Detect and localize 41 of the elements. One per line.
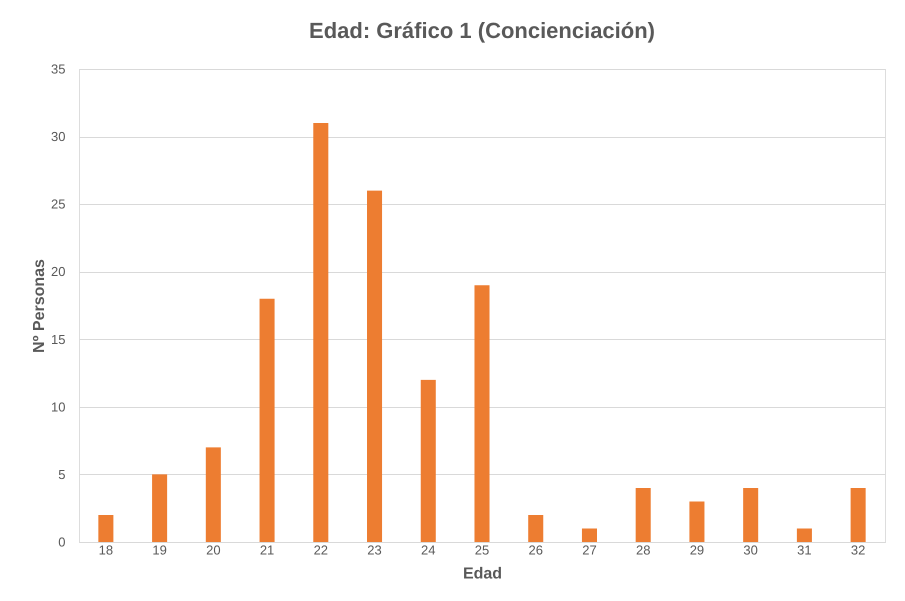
bar <box>474 285 490 542</box>
bar <box>206 447 221 542</box>
bar <box>689 501 704 542</box>
y-tick-label: 15 <box>51 332 66 347</box>
bar <box>260 298 275 542</box>
x-axis-title: Edad <box>462 566 502 582</box>
bar <box>796 528 812 542</box>
y-tick-label: 25 <box>51 196 66 212</box>
bar <box>420 380 436 542</box>
bar <box>313 123 328 542</box>
bar <box>850 488 866 542</box>
bar <box>582 528 597 542</box>
x-tick-label: 24 <box>421 542 436 558</box>
x-tick-label: 27 <box>582 542 597 558</box>
x-tick-label: 22 <box>314 542 328 558</box>
y-tick-label: 30 <box>51 129 66 144</box>
x-tick-label: 26 <box>528 542 543 558</box>
bar <box>152 474 168 542</box>
x-tick-label: 31 <box>797 542 812 558</box>
bar <box>636 488 651 542</box>
x-tick-label: 18 <box>98 542 114 558</box>
bar <box>528 514 544 542</box>
y-axis-title: Nº Personas <box>31 258 48 353</box>
x-tick-label: 32 <box>850 542 866 558</box>
x-tick-label: 29 <box>690 542 704 558</box>
x-tick-label: 21 <box>260 542 274 558</box>
x-tick-label: 19 <box>152 542 167 558</box>
y-tick-label: 5 <box>58 466 66 482</box>
bar <box>98 514 114 542</box>
x-tick-label: 28 <box>636 542 650 558</box>
x-tick-label: 30 <box>743 542 758 558</box>
x-tick-label: 25 <box>474 542 490 558</box>
y-tick-label: 35 <box>51 62 66 76</box>
y-tick-label: 10 <box>51 399 66 414</box>
y-tick-label: 0 <box>58 534 66 550</box>
chart-title: Edad: Gráfico 1 (Concienciación) <box>309 18 655 43</box>
bar <box>367 190 382 542</box>
y-tick-label: 20 <box>51 264 66 280</box>
x-tick-label: 23 <box>367 542 382 558</box>
bar <box>743 488 758 542</box>
x-tick-label: 20 <box>206 542 221 558</box>
